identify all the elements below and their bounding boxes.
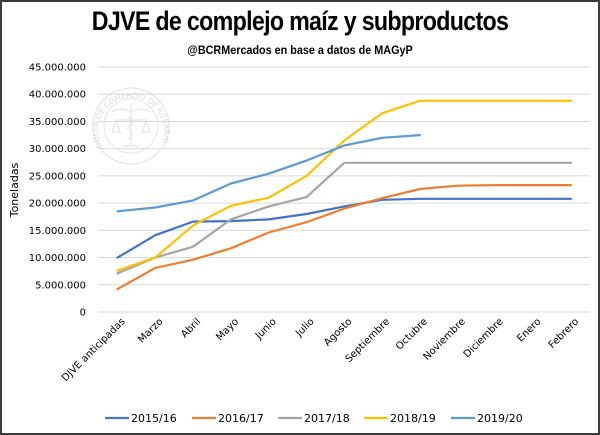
x-tick-label: Febrero [547, 316, 581, 350]
y-axis-label: Toneladas [8, 162, 21, 218]
legend-label: 2017/18 [304, 412, 350, 425]
chart-subtitle: @BCRMercados en base a datos de MAGyP [187, 43, 413, 57]
x-tick-label: Agosto [322, 316, 354, 348]
legend-item: 2019/20 [451, 412, 523, 425]
x-axis-ticks: DJVE anticipadas Marzo Abril Mayo Junio Julio… [60, 316, 581, 384]
x-tick-label: Abril [179, 316, 203, 340]
y-tick-label: 20.000.000 [29, 199, 86, 210]
series-lines [116, 99, 573, 291]
y-tick-label: 0 [80, 308, 86, 319]
legend-item: 2018/19 [364, 412, 436, 425]
legend-label: 2019/20 [477, 412, 523, 425]
legend-label: 2016/17 [218, 412, 264, 425]
y-tick-label: 30.000.000 [29, 144, 86, 155]
y-tick-label: 10.000.000 [29, 253, 86, 264]
y-axis-ticks: 0 5.000.000 10.000.000 15.000.000 20.000.000… [29, 63, 86, 319]
series-line-2015-16 [116, 197, 573, 259]
x-tick-label: Junio [253, 316, 279, 342]
gridlines [98, 66, 590, 313]
x-tick-label: Diciembre [462, 316, 506, 360]
y-tick-label: 15.000.000 [29, 226, 86, 237]
y-tick-label: 35.000.000 [29, 117, 86, 128]
legend: 2015/16 2016/17 2017/18 2018/19 2019/20 [105, 412, 523, 425]
watermark-seal: BOLSA DE COMERCIO DE ROSARIO [91, 87, 171, 165]
y-tick-label: 40.000.000 [29, 90, 86, 101]
seal-inner-ring [103, 98, 159, 154]
seal-outer-ring [92, 87, 170, 165]
legend-item: 2017/18 [278, 412, 350, 425]
caduceus-scales-icon [111, 104, 151, 147]
legend-label: 2015/16 [131, 412, 177, 425]
x-tick-label: Enero [515, 316, 543, 344]
legend-item: 2015/16 [105, 412, 177, 425]
y-tick-label: 25.000.000 [29, 171, 86, 182]
series-line-2016-17 [116, 184, 573, 291]
chart-title: DJVE de complejo maíz y subproductos [91, 6, 509, 36]
x-tick-label: DJVE anticipadas [60, 316, 128, 384]
legend-item: 2016/17 [192, 412, 264, 425]
legend-label: 2018/19 [390, 412, 436, 425]
y-tick-label: 45.000.000 [29, 63, 86, 74]
x-tick-label: Octubre [394, 316, 430, 352]
x-tick-label: Julio [293, 316, 316, 339]
x-tick-label: Mayo [214, 316, 241, 343]
series-line-2019-20 [116, 134, 421, 213]
x-tick-label: Marzo [136, 316, 165, 345]
series-line-2017-18 [116, 161, 573, 275]
y-tick-label: 5.000.000 [35, 280, 86, 291]
